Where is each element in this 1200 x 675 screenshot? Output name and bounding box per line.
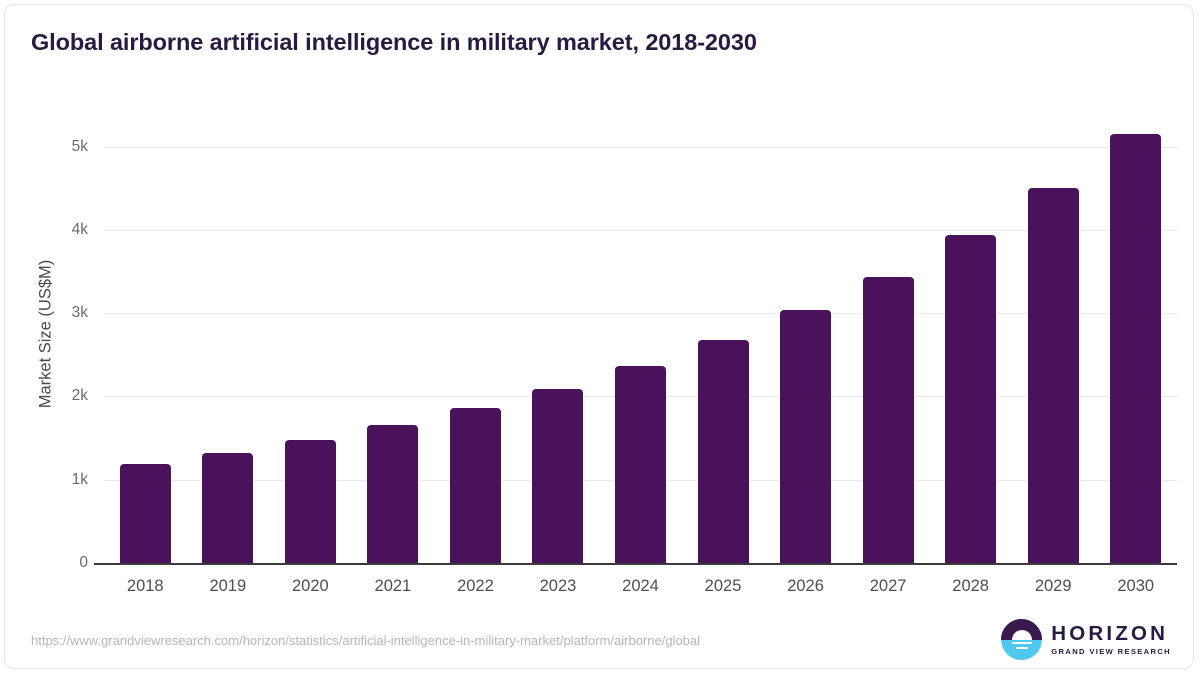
bar[interactable] bbox=[119, 463, 171, 563]
x-tick-label: 2022 bbox=[457, 577, 494, 595]
bar[interactable] bbox=[1110, 134, 1162, 563]
x-tick-label: 2024 bbox=[622, 577, 659, 595]
y-tick-label: 5k bbox=[71, 137, 88, 155]
y-axis-label: Market Size (US$M) bbox=[36, 259, 55, 409]
x-axis-line bbox=[94, 563, 1177, 565]
bar[interactable] bbox=[615, 365, 666, 563]
x-tick-label: 2021 bbox=[374, 577, 412, 595]
y-tick-label: 3k bbox=[71, 304, 88, 322]
y-tick-label: 2k bbox=[71, 387, 88, 405]
source-url[interactable]: https://www.grandviewresearch.com/horizo… bbox=[31, 633, 701, 648]
chart-card: Global airborne artificial intelligence … bbox=[4, 4, 1194, 669]
y-tick-label: 4k bbox=[71, 220, 88, 238]
x-tick-label: 2028 bbox=[952, 577, 989, 595]
x-tick-label: 2020 bbox=[291, 577, 329, 595]
x-tick-label: 2018 bbox=[126, 577, 164, 595]
bar[interactable] bbox=[449, 407, 501, 563]
x-tick-label: 2027 bbox=[869, 577, 907, 595]
y-tick-label: 0 bbox=[79, 554, 88, 571]
chart-title: Global airborne artificial intelligence … bbox=[31, 29, 757, 55]
gridline bbox=[104, 229, 1177, 231]
bar[interactable] bbox=[202, 453, 254, 563]
bar[interactable] bbox=[697, 339, 749, 563]
horizon-logo-icon bbox=[1001, 619, 1043, 660]
plot-area: 0 1k 2k 3k 4k 5k Market Size (US$M) 2018 2019 2… bbox=[37, 105, 1177, 595]
logo-tagline: GRAND VIEW RESEARCH bbox=[1051, 646, 1171, 656]
bar[interactable] bbox=[284, 440, 336, 563]
logo-line-2 bbox=[1015, 646, 1028, 649]
x-tick-label: 2026 bbox=[787, 577, 824, 595]
bar[interactable] bbox=[945, 235, 997, 563]
x-tick-label: 2029 bbox=[1034, 577, 1072, 595]
x-tick-label: 2030 bbox=[1117, 577, 1155, 595]
logo-text: HORIZON GRAND VIEW RESEARCH bbox=[1051, 623, 1171, 656]
logo-wordmark: HORIZON bbox=[1051, 622, 1169, 646]
bar[interactable] bbox=[1027, 188, 1079, 563]
gridline bbox=[104, 313, 1177, 315]
bar[interactable] bbox=[367, 425, 419, 563]
gridline bbox=[104, 146, 1177, 148]
logo-line-1 bbox=[1011, 641, 1032, 644]
y-tick-label: 1k bbox=[71, 470, 88, 488]
bar[interactable] bbox=[532, 388, 584, 563]
bar[interactable] bbox=[780, 309, 832, 563]
horizon-logo[interactable]: HORIZON GRAND VIEW RESEARCH bbox=[1001, 619, 1171, 660]
x-tick-label: 2019 bbox=[209, 577, 247, 595]
logo-top-half bbox=[1001, 619, 1043, 640]
x-tick-label: 2025 bbox=[704, 577, 742, 595]
logo-sun-shape bbox=[1011, 629, 1032, 640]
bar[interactable] bbox=[862, 276, 914, 563]
x-tick-label: 2023 bbox=[539, 577, 577, 595]
